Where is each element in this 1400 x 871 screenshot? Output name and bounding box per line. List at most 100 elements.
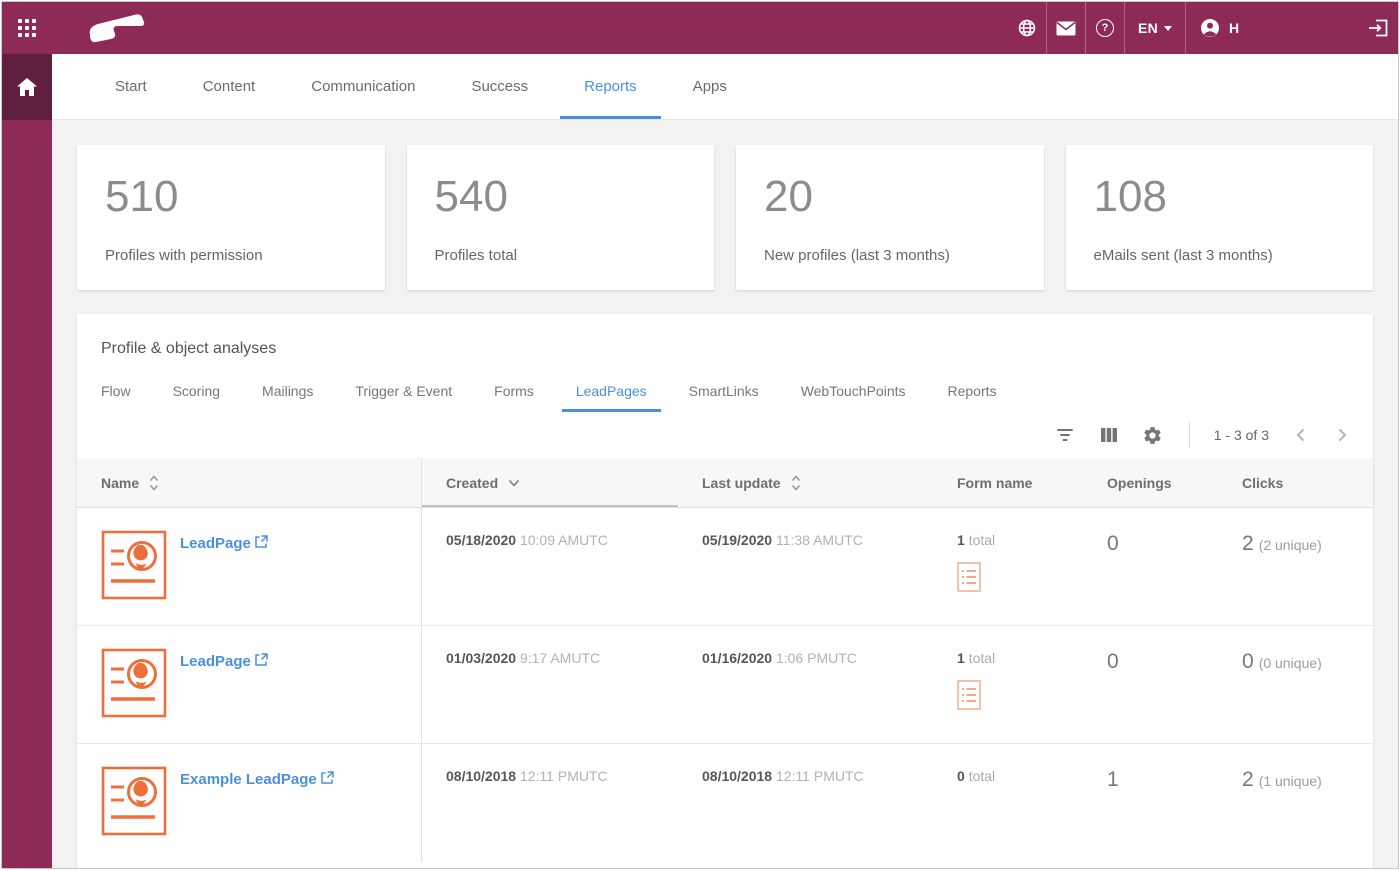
forms-total-word: total	[969, 532, 995, 548]
analyses-panel: Profile & object analyses Flow Scoring M…	[77, 314, 1373, 869]
leadpage-link-label: LeadPage	[180, 653, 251, 670]
pagination-prev-icon[interactable]	[1289, 424, 1311, 446]
apps-grid-icon[interactable]	[2, 2, 52, 54]
column-header-last-update[interactable]: Last update	[678, 458, 933, 507]
sidebar-item-home[interactable]	[2, 54, 52, 120]
user-menu[interactable]: H	[1186, 2, 1272, 54]
forms-total: 1	[957, 532, 965, 548]
nav-tab-reports[interactable]: Reports	[584, 54, 637, 119]
openings-cell: 1	[1083, 744, 1218, 862]
form-name-cell: 1 total	[933, 508, 1083, 625]
clicks-cell: 0 (0 unique)	[1218, 626, 1373, 743]
sidebar	[2, 54, 52, 868]
forms-total: 1	[957, 650, 965, 666]
stat-value: 540	[435, 175, 687, 219]
form-icon[interactable]	[957, 680, 1083, 713]
table-toolbar: 1 - 3 of 3	[77, 412, 1373, 458]
tab-forms[interactable]: Forms	[494, 383, 534, 412]
topbar: ? EN H	[2, 2, 1398, 54]
column-label: Form name	[957, 475, 1032, 491]
tab-scoring[interactable]: Scoring	[173, 383, 220, 412]
brand-logo[interactable]	[78, 2, 154, 54]
sort-icon	[791, 475, 801, 491]
app-window: ? EN H	[1, 1, 1399, 869]
openings-cell: 0	[1083, 626, 1218, 743]
chevron-down-icon	[1164, 26, 1172, 31]
tab-mailings[interactable]: Mailings	[262, 383, 313, 412]
tab-leadpages[interactable]: LeadPages	[576, 383, 647, 412]
column-label: Created	[446, 475, 498, 491]
clicks-value: 0	[1242, 650, 1254, 673]
tab-webtouchpoints[interactable]: WebTouchPoints	[801, 383, 906, 412]
gear-icon[interactable]	[1141, 423, 1165, 447]
leadpage-link[interactable]: LeadPage	[180, 653, 268, 743]
clicks-unique: (2 unique)	[1259, 537, 1322, 553]
tab-smartlinks[interactable]: SmartLinks	[689, 383, 759, 412]
stat-value: 510	[105, 175, 357, 219]
stat-label: Profiles with permission	[105, 247, 357, 264]
column-header-form-name[interactable]: Form name	[933, 458, 1083, 507]
clicks-cell: 2(1 unique)	[1218, 744, 1373, 862]
external-link-icon	[321, 771, 334, 784]
forms-total-word: total	[969, 650, 995, 666]
leadpage-icon	[101, 766, 167, 836]
table-header: Name Created Last update Form name Ope	[77, 458, 1373, 508]
nav-tab-communication[interactable]: Communication	[311, 54, 415, 119]
leadpage-link-label: LeadPage	[180, 535, 251, 552]
external-link-icon	[255, 535, 268, 548]
table-row: LeadPage 01/03/2020 9:17 AMUTC 01/16/202…	[77, 626, 1373, 744]
stat-card-new-profiles: 20 New profiles (last 3 months)	[736, 145, 1044, 290]
nav-tab-apps[interactable]: Apps	[693, 54, 727, 119]
tab-flow[interactable]: Flow	[101, 383, 131, 412]
logout-icon[interactable]	[1358, 2, 1398, 54]
help-icon[interactable]: ?	[1086, 2, 1124, 54]
clicks-unique: (1 unique)	[1259, 773, 1322, 789]
tab-trigger-event[interactable]: Trigger & Event	[355, 383, 452, 412]
updated-date: 01/16/2020	[702, 650, 772, 666]
tab-reports[interactable]: Reports	[948, 383, 997, 412]
language-selector[interactable]: EN	[1125, 2, 1185, 54]
mail-icon[interactable]	[1047, 2, 1085, 54]
leadpage-link[interactable]: Example LeadPage	[180, 771, 334, 862]
column-header-clicks[interactable]: Clicks	[1218, 458, 1373, 507]
created-time: 10:09 AMUTC	[520, 532, 608, 548]
sort-desc-icon	[508, 479, 520, 487]
stat-card-profiles-total: 540 Profiles total	[407, 145, 715, 290]
column-header-name[interactable]: Name	[77, 458, 422, 507]
logo-glyph	[78, 13, 154, 43]
stat-value: 20	[764, 175, 1016, 219]
clicks-cell: 2(2 unique)	[1218, 508, 1373, 625]
nav-tab-start[interactable]: Start	[115, 54, 147, 119]
last-update-cell: 01/16/2020 1:06 PMUTC	[678, 626, 933, 743]
pagination-next-icon[interactable]	[1331, 424, 1353, 446]
globe-icon[interactable]	[1008, 2, 1046, 54]
forms-total-word: total	[969, 768, 995, 784]
column-header-created[interactable]: Created	[422, 458, 678, 507]
sort-icon	[149, 475, 159, 491]
help-glyph: ?	[1102, 22, 1109, 34]
created-date: 08/10/2018	[446, 768, 516, 784]
columns-icon[interactable]	[1097, 423, 1121, 447]
created-date: 01/03/2020	[446, 650, 516, 666]
updated-time: 1:06 PMUTC	[776, 650, 857, 666]
updated-date: 05/19/2020	[702, 532, 772, 548]
form-name-cell: 1 total	[933, 626, 1083, 743]
column-header-openings[interactable]: Openings	[1083, 458, 1218, 507]
home-icon	[17, 78, 37, 96]
openings-cell: 0	[1083, 508, 1218, 625]
stat-cards: 510 Profiles with permission 540 Profile…	[77, 145, 1373, 290]
nav-tab-content[interactable]: Content	[203, 54, 256, 119]
forms-total: 0	[957, 768, 965, 784]
column-label: Name	[101, 475, 139, 491]
user-initial: H	[1229, 20, 1239, 36]
form-name-cell: 0 total	[933, 744, 1083, 862]
clicks-unique: (0 unique)	[1259, 655, 1322, 671]
toolbar-divider	[1189, 422, 1190, 448]
form-icon[interactable]	[957, 562, 1083, 595]
filter-icon[interactable]	[1053, 423, 1077, 447]
created-cell: 01/03/2020 9:17 AMUTC	[422, 626, 678, 743]
leadpages-table: Name Created Last update Form name Ope	[77, 458, 1373, 862]
nav-tab-success[interactable]: Success	[471, 54, 528, 119]
stat-label: Profiles total	[435, 247, 687, 264]
leadpage-link[interactable]: LeadPage	[180, 535, 268, 625]
